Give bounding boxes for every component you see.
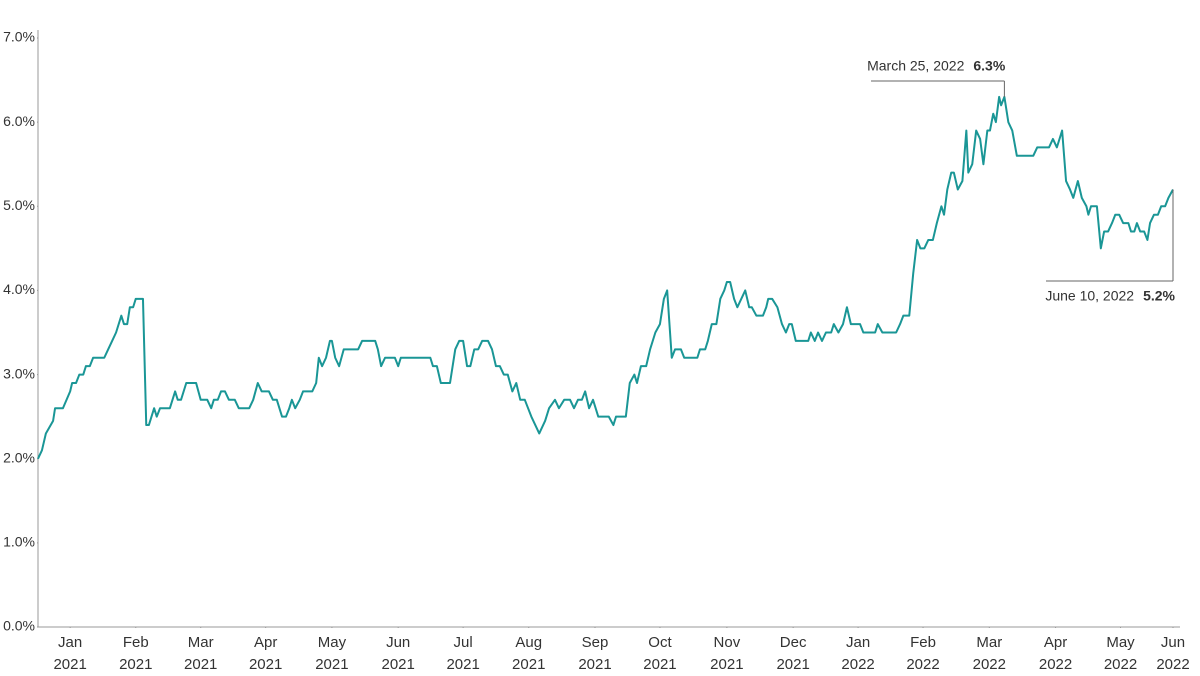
x-tick-label: Apr 2021 <box>248 634 283 673</box>
y-tick-label: 3.0% <box>3 365 35 381</box>
x-tick-label: Feb 2022 <box>906 634 940 673</box>
x-tick-label: Jul 2021 <box>446 634 480 673</box>
x-tick-label: Oct 2021 <box>643 634 677 673</box>
annotation-value: 6.3% <box>973 58 1005 74</box>
data-line <box>37 95 1174 460</box>
x-tick-label: Jan 2022 <box>841 634 875 673</box>
x-tick-label: May 2022 <box>1103 634 1138 673</box>
y-tick-label: 7.0% <box>3 29 35 45</box>
x-tick-label: Mar 2021 <box>184 634 218 673</box>
y-tick-label: 5.0% <box>3 197 35 213</box>
x-tick-label: Jun 2022 <box>1156 634 1190 673</box>
annotation-value: 5.2% <box>1143 288 1175 304</box>
y-tick-label: 6.0% <box>3 113 35 129</box>
x-tick-label: Jan 2021 <box>53 634 87 673</box>
x-tick-label: Apr 2022 <box>1038 634 1073 673</box>
x-tick-label: Dec 2021 <box>776 634 810 673</box>
x-tick-label: Nov 2021 <box>710 634 744 673</box>
y-tick-label: 1.0% <box>3 534 35 550</box>
x-tick-label: Sep 2021 <box>578 634 612 673</box>
x-tick-label: Aug 2021 <box>512 634 546 673</box>
y-tick-label: 4.0% <box>3 281 35 297</box>
x-tick-label: May 2021 <box>315 634 349 673</box>
x-tick-label: Jun 2021 <box>381 634 415 673</box>
x-tick-label: Feb 2021 <box>119 634 153 673</box>
y-tick-label: 0.0% <box>3 618 35 634</box>
x-tick-label: Mar 2022 <box>972 634 1006 673</box>
y-tick-label: 2.0% <box>3 449 35 465</box>
annotation-date: June 10, 2022 <box>1045 288 1134 304</box>
annotation-date: March 25, 2022 <box>867 58 964 74</box>
